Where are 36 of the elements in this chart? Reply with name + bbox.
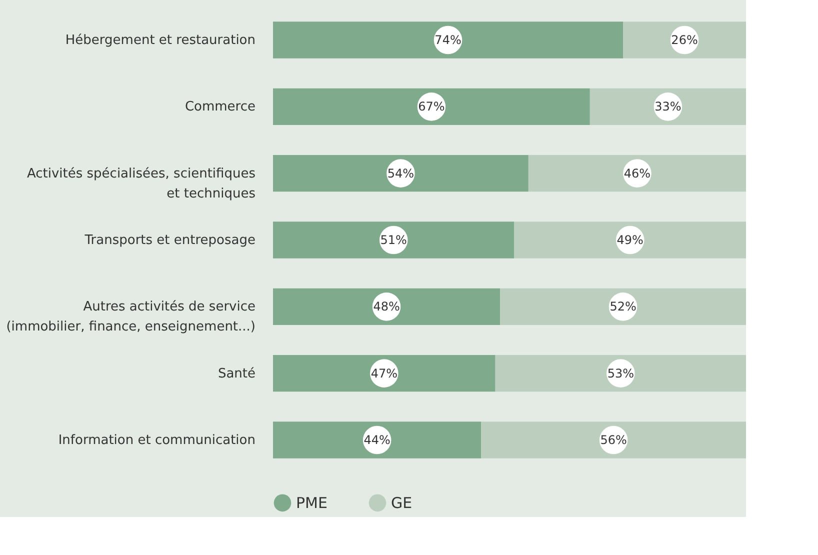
bar bbox=[528, 155, 746, 192]
y-tick-label: Information et communication bbox=[58, 433, 256, 448]
data-label: 47% bbox=[370, 366, 398, 380]
bar bbox=[273, 155, 528, 192]
bar bbox=[273, 88, 590, 125]
y-tick-label: Activités spécialisées, scientifiques et techniques bbox=[26, 166, 256, 202]
bar bbox=[514, 222, 746, 258]
y-tick-label: Santé bbox=[218, 366, 256, 382]
data-label: 33% bbox=[654, 100, 682, 114]
data-label: 74% bbox=[434, 33, 462, 47]
y-tick-label: Transports et entreposage bbox=[84, 233, 256, 248]
legend-label: GE bbox=[391, 494, 412, 512]
y-tick-label: Commerce bbox=[184, 100, 256, 115]
data-label: 56% bbox=[600, 433, 627, 447]
y-tick-label: Hébergement et restauration bbox=[65, 33, 256, 48]
bar bbox=[590, 88, 746, 125]
data-label: 54% bbox=[387, 166, 414, 180]
bar bbox=[273, 355, 496, 392]
bar bbox=[495, 355, 746, 392]
data-label: 51% bbox=[380, 233, 407, 247]
bar bbox=[273, 22, 624, 58]
data-label: 53% bbox=[607, 366, 634, 380]
bar bbox=[273, 288, 500, 325]
data-label: 67% bbox=[418, 100, 445, 114]
y-tick-label: Autres activités de service (immobilier, finance, enseignement...) bbox=[6, 300, 256, 335]
legend-label: PME bbox=[296, 494, 328, 512]
bar bbox=[500, 288, 746, 325]
bar bbox=[481, 422, 746, 458]
data-label: 49% bbox=[616, 233, 644, 247]
bar bbox=[273, 422, 482, 458]
bar bbox=[273, 222, 514, 258]
data-label: 44% bbox=[364, 433, 390, 447]
data-label: 48% bbox=[373, 300, 400, 314]
data-label: 26% bbox=[671, 33, 698, 47]
data-label: 46% bbox=[624, 166, 651, 180]
data-label: 52% bbox=[610, 300, 636, 314]
